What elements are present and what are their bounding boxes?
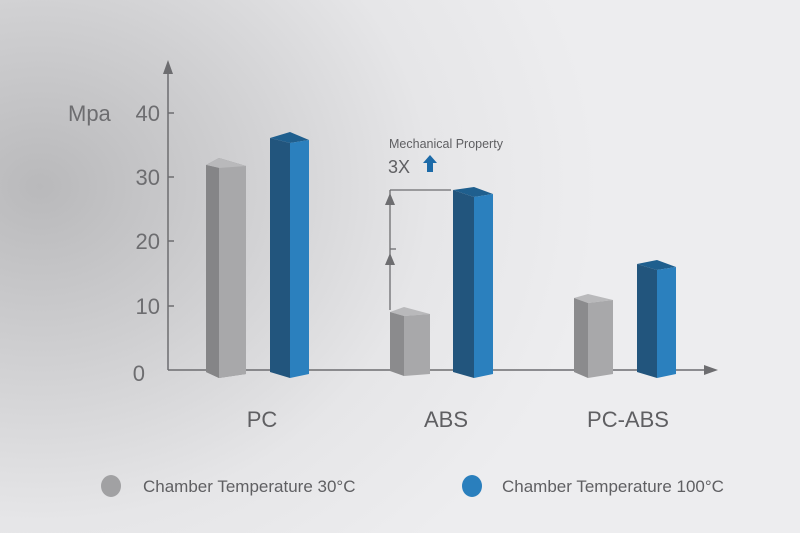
- annotation-value: 3X: [388, 157, 410, 177]
- annotation-arrow-lower-icon: [385, 253, 395, 265]
- annotation-arrow-upper-icon: [385, 193, 395, 205]
- legend-label-30c: Chamber Temperature 30°C: [143, 477, 355, 496]
- legend: Chamber Temperature 30°C Chamber Tempera…: [101, 475, 724, 497]
- legend-swatch-30c: [101, 475, 121, 497]
- legend-swatch-100c: [462, 475, 482, 497]
- y-ticks: [168, 112, 174, 307]
- y-tick-30: 30: [136, 165, 160, 190]
- up-arrow-icon: [423, 155, 437, 172]
- legend-label-100c: Chamber Temperature 100°C: [502, 477, 724, 496]
- y-tick-0: 0: [133, 361, 145, 386]
- y-tick-40: 40: [136, 101, 160, 126]
- bar-pcabs-100c: [637, 260, 676, 378]
- improvement-annotation: [389, 189, 451, 310]
- bar-pc-30c: [206, 158, 246, 378]
- category-label-abs: ABS: [424, 407, 468, 432]
- bar-pcabs-30c: [574, 294, 613, 378]
- annotation-title: Mechanical Property: [389, 137, 504, 151]
- y-tick-20: 20: [136, 229, 160, 254]
- category-label-pc: PC: [247, 407, 278, 432]
- y-unit-label: Mpa: [68, 101, 112, 126]
- y-axis-arrow-icon: [163, 60, 173, 74]
- x-axis-arrow-icon: [704, 365, 718, 375]
- category-label-pc-abs: PC-ABS: [587, 407, 669, 432]
- bar-abs-100c: [453, 187, 493, 378]
- y-tick-10: 10: [136, 294, 160, 319]
- bar-abs-30c: [390, 307, 430, 376]
- bar-pc-100c: [270, 132, 309, 378]
